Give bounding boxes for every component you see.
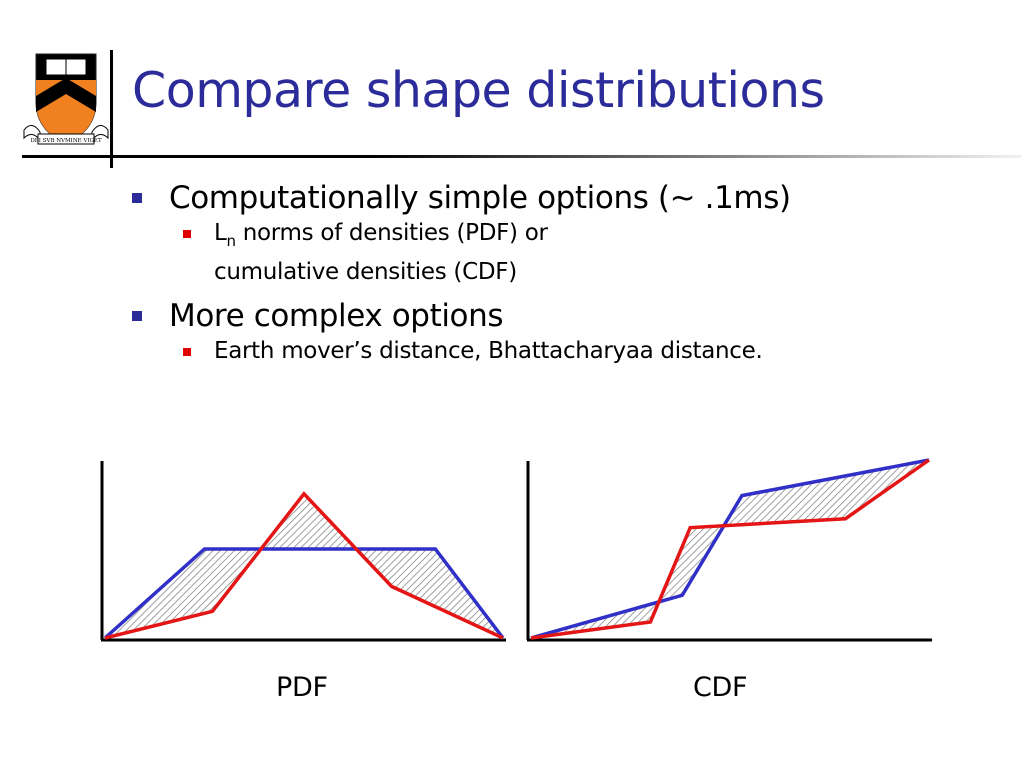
hatched-difference-area — [105, 493, 503, 638]
bullet-text-line1: norms of densities (PDF) or — [235, 220, 548, 246]
logo-motto: DEI SVB NVMINE VIGET — [30, 138, 102, 144]
bullet-list: Computationally simple options (~ .1ms) … — [130, 178, 1010, 367]
bullet-level2: Ln norms of densities (PDF) or cumulativ… — [130, 218, 1010, 288]
blue-distribution-line — [103, 547, 505, 640]
bullet-square-icon — [183, 230, 191, 238]
bullet-square-icon — [132, 311, 142, 321]
hatched-difference-area — [531, 460, 929, 638]
cdf-chart-label: CDF — [693, 672, 748, 703]
blue-distribution-line — [530, 458, 930, 640]
bullet-level1: More complex options — [130, 296, 1010, 336]
bullet-square-icon — [132, 193, 142, 203]
slide-title: Compare shape distributions — [132, 62, 825, 119]
bullet-square-icon — [183, 348, 191, 356]
pdf-chart — [100, 461, 506, 642]
title-horizontal-rule — [22, 155, 1022, 158]
bullet-level2: Earth mover’s distance, Bhattacharyaa di… — [130, 336, 1010, 367]
bullet-text-subscript: n — [226, 232, 237, 250]
pdf-chart-label: PDF — [276, 672, 328, 703]
princeton-shield-logo: DEI SVB NVMINE VIGET — [23, 53, 109, 145]
bullet-text-prefix: L — [214, 220, 227, 246]
red-distribution-line — [530, 458, 931, 640]
bullet-text: Earth mover’s distance, Bhattacharyaa di… — [214, 338, 763, 364]
bullet-text: More complex options — [169, 298, 504, 334]
bullet-text-line2: cumulative densities (CDF) — [214, 259, 517, 285]
bullet-level1: Computationally simple options (~ .1ms) — [130, 178, 1010, 218]
bullet-text: Computationally simple options (~ .1ms) — [169, 180, 791, 216]
red-distribution-line — [104, 491, 504, 640]
cdf-chart — [526, 458, 932, 642]
title-vertical-rule — [110, 50, 113, 168]
